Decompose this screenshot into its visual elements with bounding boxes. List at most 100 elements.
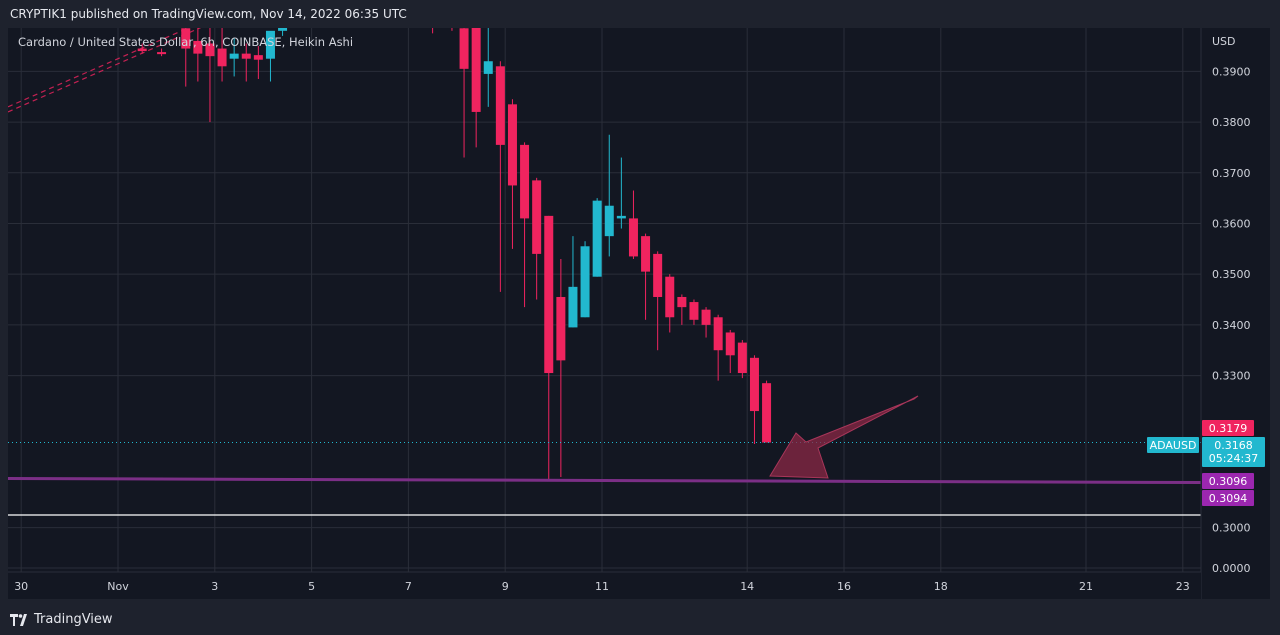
candle-body (217, 48, 227, 67)
support-line[interactable] (7, 477, 1202, 485)
candle[interactable] (459, 21, 469, 158)
current-price-tag-text: 05:24:37 (1209, 452, 1258, 465)
candle-body (495, 66, 505, 145)
x-tick-label: 14 (740, 580, 754, 593)
candle[interactable] (641, 233, 651, 320)
high-price-tag-text: 0.3179 (1209, 422, 1248, 435)
candle[interactable] (725, 329, 735, 374)
candle-body (580, 246, 590, 318)
y-tick-label: 0.3800 (1212, 116, 1251, 129)
candle[interactable] (253, 46, 263, 79)
candle[interactable] (604, 134, 614, 257)
candle[interactable] (544, 215, 554, 480)
y-tick-label: 0.3600 (1212, 217, 1251, 230)
y-tick-label: 0.3400 (1212, 319, 1251, 332)
candle-body (568, 286, 578, 328)
candle[interactable] (265, 30, 275, 82)
candle[interactable] (665, 274, 675, 333)
x-tick-label: Nov (107, 580, 129, 593)
candle[interactable] (507, 99, 517, 249)
y-tick-label: 0.3900 (1212, 65, 1251, 78)
candle-series (137, 0, 772, 480)
candle[interactable] (447, 0, 456, 31)
candle[interactable] (229, 38, 239, 77)
trend-line[interactable] (8, 16, 228, 113)
candle[interactable] (580, 241, 590, 318)
candle[interactable] (749, 355, 759, 445)
candle[interactable] (653, 251, 663, 351)
high-price-tag: 0.3179 (1202, 420, 1254, 436)
price-axis-bg (1201, 28, 1270, 599)
x-tick-label: 23 (1176, 580, 1190, 593)
candle[interactable] (689, 299, 699, 325)
candle[interactable] (278, 5, 288, 36)
candle-body (265, 30, 275, 59)
candle[interactable] (483, 21, 493, 107)
candle-body (737, 342, 747, 374)
candle[interactable] (137, 43, 147, 54)
candle[interactable] (532, 177, 542, 300)
candle[interactable] (205, 26, 215, 123)
candle[interactable] (713, 314, 723, 381)
candle-body (181, 28, 191, 49)
candle-body (157, 52, 167, 55)
publish-line: CRYPTIK1 published on TradingView.com, N… (10, 7, 407, 21)
price-axis[interactable]: 0.3900 0.3800 0.3700 0.3600 0.3500 0.3400 0.33… (1212, 65, 1251, 575)
candle[interactable] (495, 61, 505, 292)
symbol-tag-text: ADAUSD (1150, 439, 1197, 452)
candle[interactable] (556, 258, 566, 477)
brand-name: TradingView (34, 612, 113, 627)
time-axis[interactable]: 30 Nov 3 5 7 9 11 14 16 18 21 23 (14, 580, 1190, 593)
candle-body (428, 11, 437, 26)
candle[interactable] (157, 48, 167, 57)
candle[interactable] (737, 340, 747, 379)
x-tick-label: 3 (211, 580, 218, 593)
x-tick-label: 11 (595, 580, 609, 593)
x-tick-label: 16 (837, 580, 851, 593)
candle-body (677, 296, 687, 308)
candle-body (592, 200, 602, 277)
candle-body (193, 40, 203, 54)
candle[interactable] (762, 380, 772, 443)
x-tick-label: 30 (14, 580, 28, 593)
candle-body (665, 276, 675, 318)
candle[interactable] (428, 5, 437, 34)
candle[interactable] (181, 26, 191, 87)
candle-body (471, 28, 481, 112)
candle-body (725, 332, 735, 356)
support-lower-tag-text: 0.3094 (1209, 492, 1248, 505)
candle-body (520, 144, 530, 219)
x-tick-label: 9 (502, 580, 509, 593)
y-tick-label: 0.0000 (1212, 562, 1251, 575)
candle-body (507, 104, 517, 186)
arrow-annotation[interactable] (769, 395, 919, 479)
candle-body (278, 28, 288, 31)
footer-bar: TradingView (0, 603, 1280, 635)
candle[interactable] (217, 26, 227, 82)
candle[interactable] (193, 26, 203, 82)
support-lower-tag: 0.3094 (1202, 490, 1254, 506)
time-axis-bg (8, 572, 1201, 599)
candle[interactable] (701, 307, 711, 338)
support-upper-tag-text: 0.3096 (1209, 475, 1248, 488)
candle[interactable] (592, 198, 602, 277)
candle[interactable] (568, 236, 578, 328)
candle[interactable] (241, 43, 251, 82)
candle-body (713, 317, 723, 351)
symbol-tag: ADAUSD (1147, 437, 1199, 453)
candle[interactable] (616, 157, 626, 229)
candle-body (253, 55, 263, 60)
trend-line[interactable] (8, 11, 228, 108)
candle[interactable] (471, 16, 481, 148)
candle[interactable] (628, 190, 638, 259)
tradingview-logo[interactable]: TradingView (10, 612, 113, 627)
candle[interactable] (520, 142, 530, 308)
trend-lines (8, 11, 228, 113)
candle-body (628, 218, 638, 257)
candle[interactable] (677, 294, 687, 325)
candle-body (653, 253, 663, 297)
candle-body (544, 215, 554, 374)
tradingview-icon (10, 613, 27, 626)
